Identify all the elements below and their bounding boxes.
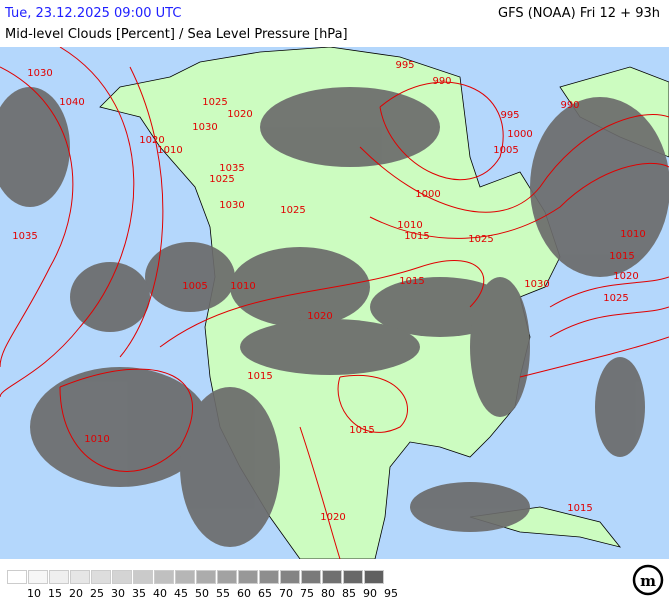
legend-swatch (70, 570, 90, 584)
legend-label: 55 (216, 587, 230, 600)
isobar-label: 1035 (219, 163, 244, 174)
isobar-label: 1020 (320, 512, 345, 523)
legend-label: 25 (90, 587, 104, 600)
legend-swatch (7, 570, 27, 584)
legend-label: 50 (195, 587, 209, 600)
isobar-label: 1025 (280, 205, 305, 216)
legend-swatch (343, 570, 363, 584)
legend-label: 10 (27, 587, 41, 600)
legend-swatch (112, 570, 132, 584)
model-run: GFS (NOAA) Fri 12 + 93h (498, 6, 660, 21)
isobar-label: 1020 (307, 311, 332, 322)
cloud-cover (0, 87, 669, 547)
legend-label: 30 (111, 587, 125, 600)
legend-swatch (49, 570, 69, 584)
isobar-label: 1010 (620, 229, 645, 240)
legend-swatch (28, 570, 48, 584)
legend-swatch (238, 570, 258, 584)
isobar-label: 1015 (404, 231, 429, 242)
isobar-label: 1015 (609, 251, 634, 262)
isobar-label: 1035 (12, 231, 37, 242)
meteo-logo: m (632, 564, 664, 596)
legend-label: 70 (279, 587, 293, 600)
legend-swatch (280, 570, 300, 584)
legend-swatch (175, 570, 195, 584)
forecast-datetime: Tue, 23.12.2025 09:00 UTC (5, 6, 182, 21)
isobar-label: 1030 (524, 279, 549, 290)
svg-text:m: m (640, 572, 656, 590)
isobar-label: 995 (395, 60, 414, 71)
legend-swatch (133, 570, 153, 584)
legend-label: 80 (321, 587, 335, 600)
legend-swatch (259, 570, 279, 584)
legend-swatch (364, 570, 384, 584)
legend-swatch (91, 570, 111, 584)
isobar-label: 1000 (507, 129, 532, 140)
legend-swatch (154, 570, 174, 584)
isobar-label: 1030 (27, 68, 52, 79)
isobar-label: 1005 (493, 145, 518, 156)
legend-label: 60 (237, 587, 251, 600)
legend-label: 85 (342, 587, 356, 600)
isobar-label: 1015 (349, 425, 374, 436)
isobar-label: 1015 (399, 276, 424, 287)
isobar-label: 990 (432, 76, 451, 87)
isobar-label: 1010 (230, 281, 255, 292)
isobar-label: 1020 (139, 135, 164, 146)
legend-label: 20 (69, 587, 83, 600)
legend-swatch (301, 570, 321, 584)
legend-label: 40 (153, 587, 167, 600)
isobar-label: 1015 (247, 371, 272, 382)
isobar-label: 1010 (84, 434, 109, 445)
legend-label: 95 (384, 587, 398, 600)
legend-label: 15 (48, 587, 62, 600)
isobar-label: 1020 (613, 271, 638, 282)
isobar-label: 1025 (603, 293, 628, 304)
isobar-label: 1010 (397, 220, 422, 231)
isobar-label: 1015 (567, 503, 592, 514)
isobar-label: 1030 (192, 122, 217, 133)
legend-swatch (196, 570, 216, 584)
legend-label: 35 (132, 587, 146, 600)
isobars (0, 47, 669, 559)
legend-label: 65 (258, 587, 272, 600)
isobar-label: 1030 (219, 200, 244, 211)
legend-swatch (322, 570, 342, 584)
isobar-label: 995 (500, 110, 519, 121)
legend-label: 90 (363, 587, 377, 600)
isobar-label: 1025 (468, 234, 493, 245)
isobar-label: 1005 (182, 281, 207, 292)
isobar-label: 1025 (202, 97, 227, 108)
isobar-label: 1010 (157, 145, 182, 156)
isobar-label: 1040 (59, 97, 84, 108)
legend-label: 45 (174, 587, 188, 600)
isobar-label: 1000 (415, 189, 440, 200)
legend-swatch (217, 570, 237, 584)
isobar-label: 1025 (209, 174, 234, 185)
parameter-title: Mid-level Clouds [Percent] / Sea Level P… (5, 27, 348, 42)
legend-label: 75 (300, 587, 314, 600)
isobar-label: 1020 (227, 109, 252, 120)
isobar-label: 990 (560, 100, 579, 111)
